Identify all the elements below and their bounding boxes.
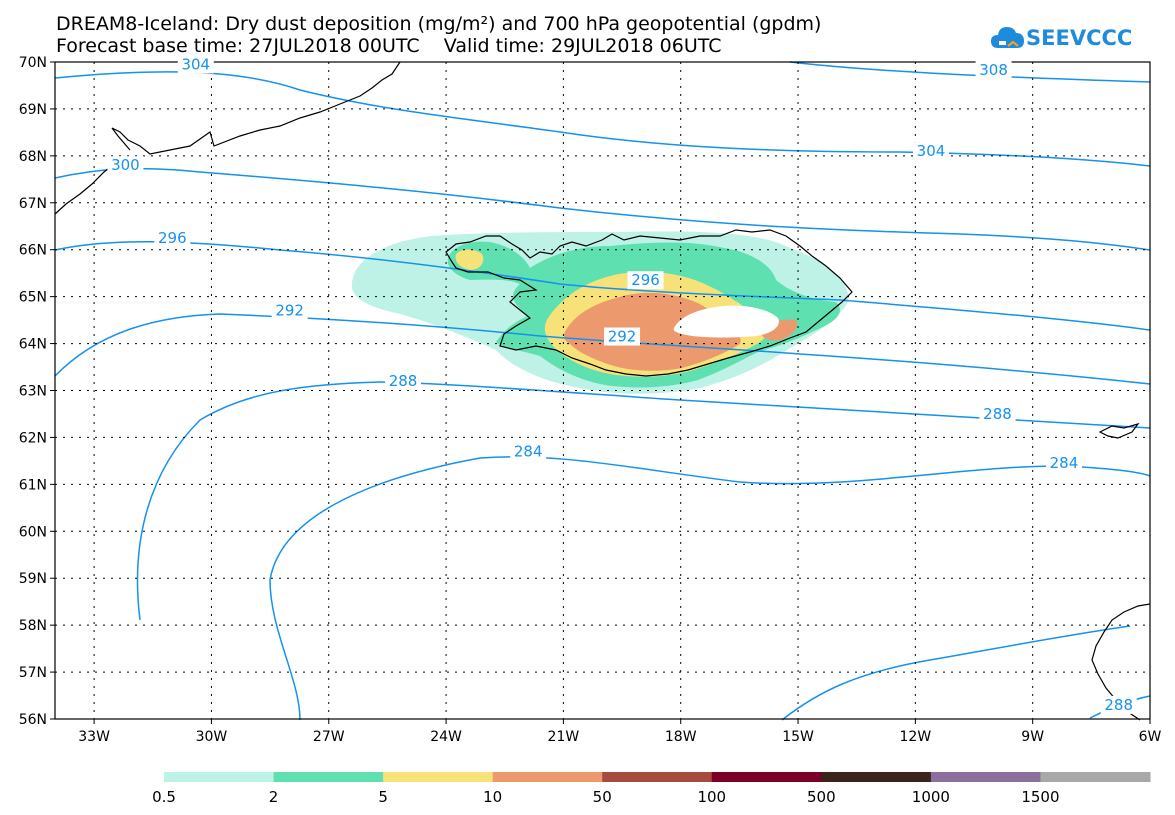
contour-308 [789,61,1151,83]
contour-label: 304 [913,142,949,161]
lon-label: 27W [313,729,345,745]
contour-296 [54,241,1151,331]
legend-label: 100 [697,788,726,806]
lat-label: 67N [19,196,47,212]
lon-label: 18W [665,729,697,745]
contour-label: 292 [604,327,641,346]
lat-label: 60N [19,524,47,540]
legend-label: 1500 [1021,788,1059,806]
greenland-coast-sw [54,157,115,215]
color-legend: 0.5 2 5 10 50 100 500 1000 1500 [152,772,1151,806]
svg-text:288: 288 [1104,696,1133,714]
legend-label: 5 [378,788,388,806]
svg-text:292: 292 [608,328,637,346]
svg-text:296: 296 [158,229,187,247]
svg-text:292: 292 [275,302,304,320]
lat-label: 65N [19,290,47,306]
legend-label: 50 [593,788,612,806]
forecast-times: Forecast base time: 27JUL2018 00UTC Vali… [56,35,722,57]
legend-swatch [164,772,275,782]
contour-292 [54,313,1151,385]
legend-label: 10 [483,788,502,806]
lon-label: 12W [900,729,932,745]
legend-label: 0.5 [152,788,176,806]
contour-label: 292 [271,301,308,320]
contour-labels: 304 308 304 300 296 296 292 292 288 288 284 284 288 [107,55,1137,714]
legend-swatch [711,772,822,782]
axis-labels: 33W 30W 27W 24W 21W 18W 15W 12W 9W 6W 70N 69N 68N 67N… [19,55,1162,745]
svg-text:304: 304 [917,142,946,160]
contour-300 [54,167,1151,251]
lat-label: 70N [19,55,47,71]
lon-label: 33W [78,729,110,745]
lat-label: 69N [19,102,47,118]
legend-swatch [383,772,494,782]
svg-text:308: 308 [979,61,1008,79]
legend-swatch [602,772,713,782]
lon-label: 15W [782,729,814,745]
legend-swatch [821,772,932,782]
iceland-coast [445,229,853,377]
contour-288 [136,381,1151,621]
dust-deposition-field [351,231,849,394]
svg-text:304: 304 [181,55,210,73]
contour-label: 288 [385,372,422,391]
lat-label: 62N [19,430,47,446]
contour-label: 284 [1045,454,1082,473]
contour-304 [54,71,1151,167]
cloud-logo-icon [991,27,1024,48]
contour-288-se [781,625,1131,721]
svg-text:300: 300 [111,156,140,174]
legend-label: 1000 [912,788,950,806]
legend-label: 2 [269,788,279,806]
contour-284 [269,456,1151,721]
svg-text:284: 284 [1050,454,1079,472]
lat-label: 57N [19,665,47,681]
legend-swatch [273,772,384,782]
lon-label: 30W [196,729,228,745]
contour-label: 288 [1100,695,1137,714]
faroe-coast [1098,422,1140,439]
lon-label: 6W [1139,729,1162,745]
graticule [55,62,1150,719]
legend-label: 500 [807,788,836,806]
contour-label: 300 [107,156,144,175]
lon-label: 24W [430,729,462,745]
contour-label: 304 [177,55,214,74]
contour-label: 308 [975,60,1012,79]
legend-swatch [1040,772,1151,782]
seevccc-logo: SEEVCCC [990,22,1140,56]
greenland-coast [111,61,401,155]
lat-label: 64N [19,337,47,353]
dust-level-5-nw [455,249,484,270]
map-title: DREAM8-Iceland: Dry dust deposition (mg/… [56,13,822,35]
svg-text:288: 288 [983,405,1012,423]
svg-text:284: 284 [514,443,543,461]
contour-label: 296 [154,228,191,247]
lat-label: 63N [19,384,47,400]
dust-free-area [673,305,779,338]
contour-label: 284 [510,442,547,461]
lon-label: 21W [548,729,580,745]
lat-label: 56N [19,712,47,728]
svg-text:288: 288 [389,372,418,390]
lat-label: 66N [19,243,47,259]
lat-label: 68N [19,149,47,165]
lat-label: 59N [19,571,47,587]
lat-label: 58N [19,618,47,634]
logo-text: SEEVCCC [1026,26,1133,50]
geopotential-contours [54,61,1151,721]
contour-label: 288 [979,404,1016,423]
svg-text:296: 296 [631,271,660,289]
lat-label: 61N [19,477,47,493]
legend-swatch [930,772,1041,782]
lon-label: 9W [1021,729,1044,745]
contour-label: 296 [627,271,664,290]
legend-swatch [492,772,603,782]
